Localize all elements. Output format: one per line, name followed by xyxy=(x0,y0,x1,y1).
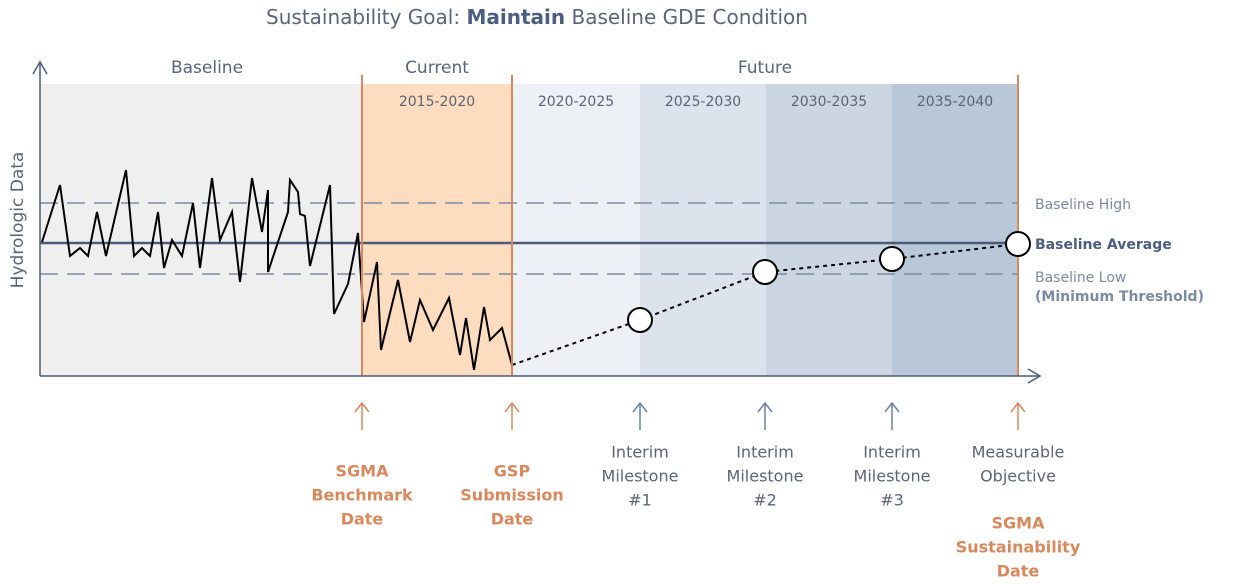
milestone-date-label: SGMA xyxy=(992,514,1046,533)
phase-label: Future xyxy=(738,58,792,78)
period-label: 2020-2025 xyxy=(538,94,614,110)
milestone-label: GSP xyxy=(494,462,531,481)
milestone-label: Submission xyxy=(460,486,563,505)
period-region xyxy=(892,84,1018,376)
milestone-label: Measurable xyxy=(972,443,1065,462)
milestone-label: Interim xyxy=(611,443,669,462)
phase-label: Current xyxy=(405,58,469,78)
milestone-marker xyxy=(752,259,778,285)
milestone-label: Benchmark xyxy=(311,486,413,505)
milestone-date-label: Date xyxy=(997,562,1040,581)
y-axis-label: Hydrologic Data xyxy=(8,152,28,289)
milestone-label: #3 xyxy=(880,491,904,510)
milestone-label: Milestone xyxy=(854,467,931,486)
period-label: 2035-2040 xyxy=(917,94,993,110)
baseline-region xyxy=(40,84,362,376)
milestone-label: Milestone xyxy=(727,467,804,486)
period-region xyxy=(766,84,892,376)
milestone-label: SGMA xyxy=(336,462,390,481)
period-label: 2015-2020 xyxy=(399,94,475,110)
milestone-date-label: Sustainability xyxy=(956,538,1081,557)
ref-label: Baseline Average xyxy=(1035,237,1172,253)
milestone-arrows xyxy=(354,401,1026,430)
milestone-label: #1 xyxy=(628,491,652,510)
milestone-label: Date xyxy=(341,510,384,529)
period-label: 2025-2030 xyxy=(665,94,741,110)
phase-label: Baseline xyxy=(171,58,243,78)
ref-label: Baseline Low xyxy=(1035,270,1126,286)
period-region xyxy=(512,84,640,376)
milestone-marker xyxy=(627,307,653,333)
ref-label: Baseline High xyxy=(1035,197,1131,213)
milestone-label: Interim xyxy=(863,443,921,462)
period-region xyxy=(640,84,766,376)
milestone-label: Milestone xyxy=(602,467,679,486)
milestone-marker xyxy=(879,246,905,272)
milestone-label: Objective xyxy=(980,467,1056,486)
hydrologic-line xyxy=(41,169,513,371)
milestone-marker xyxy=(1005,231,1031,257)
ref-label: (Minimum Threshold) xyxy=(1035,289,1204,305)
projection-line xyxy=(511,243,1019,366)
milestone-label: Interim xyxy=(736,443,794,462)
period-label: 2030-2035 xyxy=(791,94,867,110)
title: Sustainability Goal: Maintain Baseline G… xyxy=(266,5,808,29)
axes xyxy=(32,60,1042,384)
milestone-label: Date xyxy=(491,510,534,529)
milestone-label: #2 xyxy=(753,491,777,510)
